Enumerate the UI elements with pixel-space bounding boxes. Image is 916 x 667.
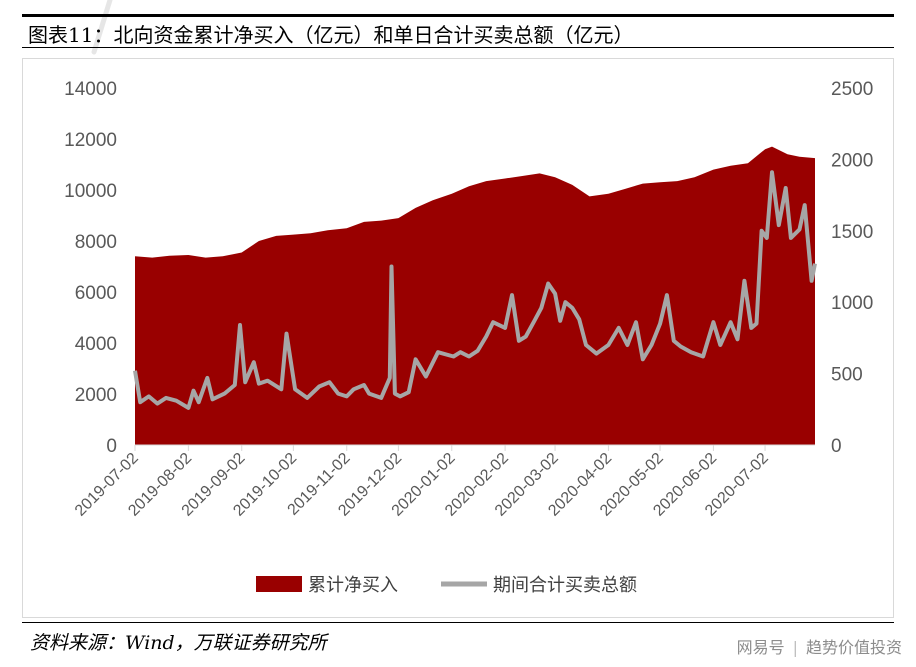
y-left-tick-label: 10000 [64, 181, 117, 202]
brand-watermark: 网易号 | 趋势价值投资 [737, 634, 902, 658]
y-right-tick-label: 1000 [831, 293, 873, 314]
legend-swatch-area [256, 576, 302, 592]
y-left-tick-label: 2000 [75, 385, 117, 406]
source-note: 资料来源：Wind，万联证券研究所 [30, 632, 327, 654]
y-right-tick-label: 2500 [831, 79, 873, 100]
y-right-tick-label: 2000 [831, 150, 873, 171]
brand-left: 网易号 [736, 638, 785, 657]
y-left-tick-label: 8000 [75, 232, 117, 253]
y-right-tick-label: 0 [831, 436, 842, 457]
series-area-cumulative-net-buy [135, 146, 815, 445]
legend-label-line: 期间合计买卖总额 [493, 575, 637, 596]
chart-title: 图表11：北向资金累计净买入（亿元）和单日合计买卖总额（亿元） [28, 23, 634, 47]
watermark-stroke [91, 0, 113, 55]
y-left-tick-label: 12000 [64, 130, 117, 151]
title-bar: 图表11：北向资金累计净买入（亿元）和单日合计买卖总额（亿元） [22, 14, 894, 48]
legend-label-area: 累计净买入 [308, 575, 398, 596]
chart-svg: 0 2000 4000 6000 8000 10000 12000 14000 0 500 1000… [64, 79, 873, 596]
y-left-tick-label: 6000 [75, 283, 117, 304]
brand-separator: | [792, 638, 798, 657]
source-divider [22, 622, 894, 623]
y-right-tick-label: 1500 [831, 222, 873, 243]
chart-frame: 0 2000 4000 6000 8000 10000 12000 14000 0 500 1000… [22, 58, 894, 618]
brand-right: 趋势价值投资 [805, 638, 902, 657]
y-right-tick-label: 500 [831, 365, 863, 386]
y-left-tick-label: 14000 [64, 79, 117, 100]
y-left-tick-label: 4000 [75, 334, 117, 355]
y-left-tick-label: 0 [106, 436, 117, 457]
series-line-turnover [133, 170, 817, 410]
